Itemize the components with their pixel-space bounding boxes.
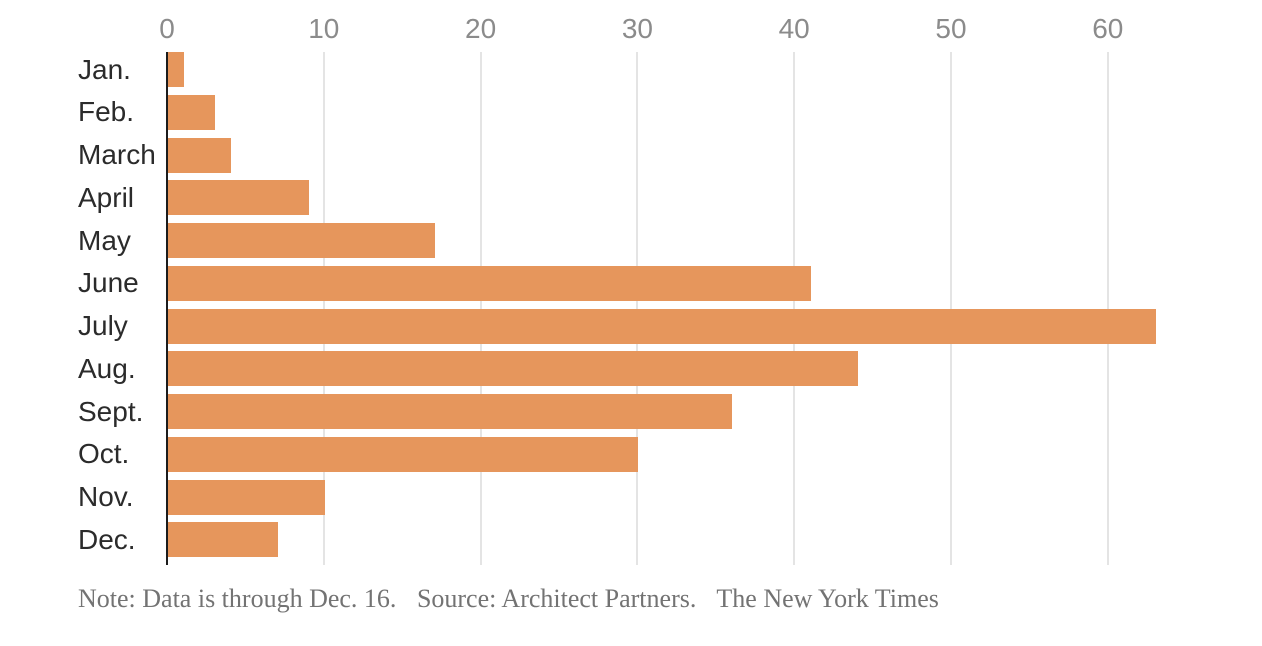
category-label-oct: Oct. [78, 438, 130, 470]
bar-sept [168, 394, 733, 429]
x-tick-label-30: 30 [621, 13, 653, 44]
bar-dec [168, 522, 278, 558]
bar-may [168, 223, 435, 258]
x-tick-label-60: 60 [1092, 13, 1124, 44]
x-tick-label-20: 20 [465, 13, 497, 44]
category-label-nov: Nov. [78, 481, 134, 512]
bar-july [168, 308, 1156, 344]
footnote-credit: The New York Times [716, 584, 939, 613]
bar-nov [168, 479, 325, 515]
category-label-july: July [78, 310, 128, 341]
footnote: Note: Data is through Dec. 16. Source: A… [78, 584, 939, 614]
category-label-sept: Sept. [78, 395, 144, 427]
x-tick-label-50: 50 [935, 13, 967, 44]
bar-jan [168, 52, 184, 87]
bar-feb [168, 94, 216, 130]
zero-axis-line [166, 52, 168, 565]
footnote-note: Note: Data is through Dec. 16. [78, 584, 397, 613]
bar-oct [168, 436, 639, 472]
bar-june [168, 265, 811, 301]
category-label-april: April [78, 181, 135, 213]
category-label-feb: Feb. [78, 96, 135, 128]
category-label-may: May [78, 224, 131, 256]
x-tick-label-10: 10 [308, 13, 340, 44]
category-label-march: March [78, 139, 156, 170]
x-tick-label-40: 40 [778, 13, 810, 44]
bar-aug [168, 351, 858, 387]
category-label-dec: Dec. [78, 523, 136, 555]
bar-april [168, 180, 310, 216]
category-label-aug: Aug. [78, 352, 136, 384]
footnote-source: Source: Architect Partners. [416, 584, 697, 613]
category-label-june: June [78, 267, 139, 299]
category-label-jan: Jan. [78, 53, 131, 85]
x-tick-label-0: 0 [159, 13, 175, 44]
bar-march [168, 137, 231, 173]
